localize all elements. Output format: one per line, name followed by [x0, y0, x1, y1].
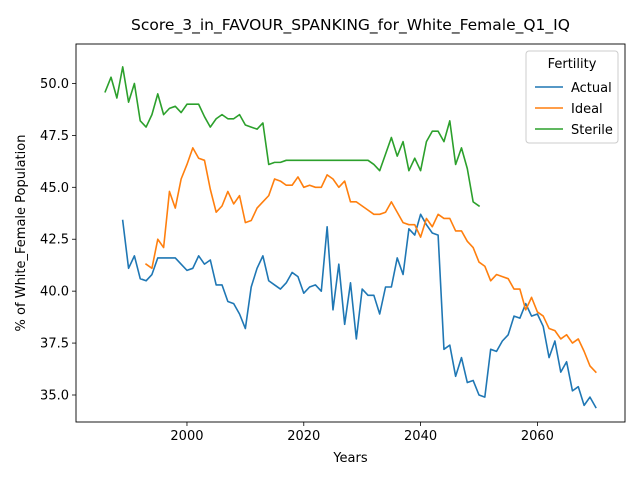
y-tick-label: 35.0 [40, 389, 69, 404]
y-tick-label: 40.0 [40, 285, 69, 300]
plot-frame [75, 43, 626, 423]
x-axis-label: Years [332, 451, 368, 466]
legend-box [525, 50, 619, 144]
y-tick-label: 45.0 [40, 181, 69, 196]
series-line-actual [121, 213, 597, 409]
legend-label-ideal: Ideal [571, 102, 603, 117]
x-tick-label: 2000 [170, 429, 203, 444]
y-axis-label: % of White_Female Population [14, 135, 29, 332]
series-layer [104, 66, 597, 409]
legend-label-sterile: Sterile [571, 123, 613, 138]
y-axis: 35.0 37.5 40.0 42.5 45.0 47.5 50.0 [40, 77, 76, 404]
y-tick-label: 47.5 [40, 129, 69, 144]
legend-label-actual: Actual [571, 81, 612, 96]
x-tick-label: 2060 [521, 429, 554, 444]
series-line-ideal [144, 147, 597, 374]
series-line-sterile [104, 66, 481, 208]
x-tick-label: 2020 [287, 429, 320, 444]
y-tick-label: 42.5 [40, 233, 69, 248]
legend-title: Fertility [548, 57, 597, 72]
y-tick-label: 50.0 [40, 77, 69, 92]
y-tick-label: 37.5 [40, 337, 69, 352]
x-axis: 2000 2020 2040 2060 [170, 422, 554, 444]
x-tick-label: 2040 [404, 429, 437, 444]
legend: Fertility Actual Ideal Sterile [525, 50, 619, 144]
chart-title: Score_3_in_FAVOUR_SPANKING_for_White_Fem… [131, 16, 570, 35]
